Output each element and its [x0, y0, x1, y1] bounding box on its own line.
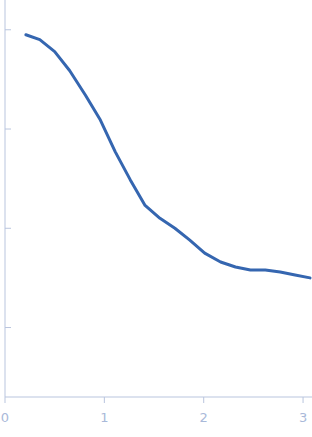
- y-tick: [5, 29, 11, 30]
- y-tick: [5, 327, 11, 328]
- x-tick: [303, 397, 304, 403]
- y-tick: [5, 228, 11, 229]
- x-tick-label: 0: [1, 410, 9, 425]
- x-tick: [104, 397, 105, 403]
- y-tick: [5, 129, 11, 130]
- x-tick-label: 3: [299, 410, 307, 425]
- plot-area: [26, 35, 310, 278]
- chart: 0 1 2 3: [0, 0, 312, 437]
- x-tick-label: 1: [100, 410, 108, 425]
- y-axis: [5, 0, 6, 397]
- x-axis: [5, 397, 312, 398]
- x-tick-label: 2: [200, 410, 208, 425]
- curve: [26, 35, 310, 278]
- x-tick: [203, 397, 204, 403]
- x-tick: [5, 397, 6, 403]
